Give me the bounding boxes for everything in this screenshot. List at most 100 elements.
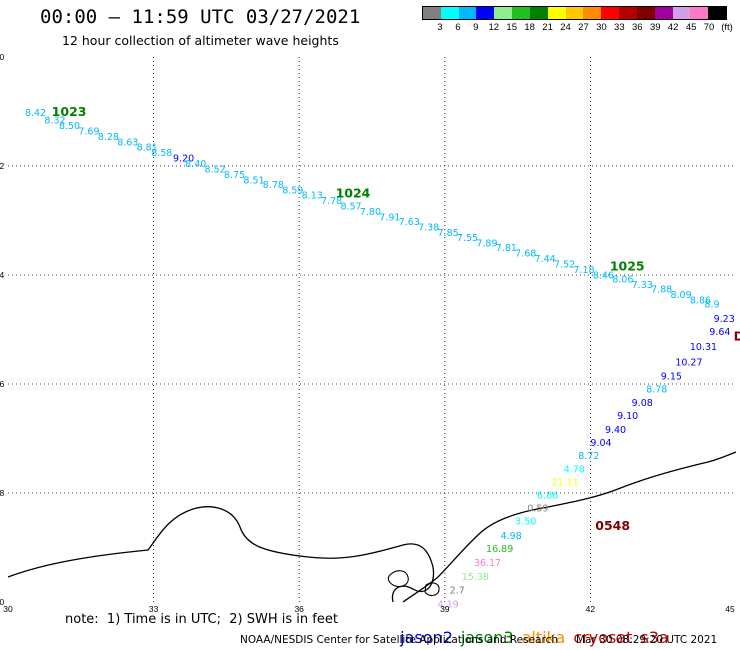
swh-readings: 8.428.328.507.698.288.638.818.58 9.208.40… [25, 108, 735, 611]
scale-label: 42 [667, 22, 679, 33]
swh-reading: 8.13 [302, 191, 323, 202]
swh-reading: 8.57 [340, 202, 361, 213]
scale-label: 27 [578, 22, 589, 33]
swh-reading: 9.40 [605, 425, 626, 436]
swh-reading: 8.78 [263, 180, 284, 191]
swh-reading: 16.89 [486, 544, 513, 555]
pass-label: 0548 [595, 518, 630, 533]
swh-reading: 10.31 [690, 342, 717, 353]
scale-swatch [512, 7, 530, 19]
swh-reading: 36.17 [474, 558, 501, 569]
swh-reading: 9.08 [632, 398, 653, 409]
scale-label: 45 [685, 22, 697, 33]
swh-reading: 7.38 [418, 222, 439, 233]
scale-swatch [708, 7, 727, 19]
credit-timestamp: Mar 30 08:29:20 UTC 2021 [576, 634, 718, 646]
scale-label: 18 [524, 22, 535, 33]
latitude-label: -64 [0, 270, 5, 280]
island-outline-small [424, 582, 440, 597]
swh-reading: 8.75 [224, 170, 245, 181]
pass-label: D [734, 328, 740, 343]
swh-reading: 7.85 [438, 228, 459, 239]
swh-reading: 6.86 [537, 490, 558, 501]
swh-reading: 7.55 [457, 233, 478, 244]
swh-reading: 9.15 [661, 372, 682, 383]
swh-reading: 3.50 [515, 517, 536, 528]
scale-swatch [690, 7, 709, 19]
map-title: 00:00 — 11:59 UTC 03/27/2021 [40, 6, 361, 28]
footer-note: note: 1) Time is in UTC; 2) SWH is in fe… [65, 612, 338, 627]
graticule [8, 57, 736, 602]
swh-reading: 7.63 [399, 217, 420, 228]
pass-labels: 1023 1024 1025 0548 D [52, 104, 740, 533]
swh-reading: 8.52 [205, 165, 226, 176]
longitude-label: 39 [440, 604, 450, 614]
longitude-label: 36 [294, 604, 304, 614]
scale-swatch [636, 7, 655, 19]
swh-reading: 8.63 [117, 137, 138, 148]
pass-label: 1023 [52, 104, 87, 119]
swh-reading: 8.78 [646, 385, 667, 396]
swh-reading: 8.42 [25, 108, 46, 119]
swh-reading: 7.52 [554, 259, 575, 270]
swh-reading: 7.33 [632, 280, 653, 291]
legend-jason2: jason2 [400, 628, 453, 647]
latitude-label: -60 [0, 52, 5, 62]
swh-reading: 7.18 [573, 265, 594, 276]
latitude-label: -62 [0, 161, 5, 171]
scale-label: 36 [631, 22, 643, 33]
scale-label: 30 [596, 22, 607, 33]
scale-swatch [423, 7, 441, 19]
swh-reading: 8.28 [98, 132, 119, 143]
legend-altika: altika [521, 628, 566, 647]
legend-s3a: s3a [640, 628, 669, 647]
swh-reading: 7.44 [535, 254, 556, 265]
color-scale-labels: 3 6 9 12 15 18 21 24 27 30 33 36 39 42 45 70 (ft) [422, 22, 740, 34]
swh-reading: 8.46 [593, 270, 614, 281]
scale-unit: (ft) [721, 22, 733, 33]
swh-reading: 7.69 [78, 126, 99, 137]
swh-reading: 4.98 [501, 531, 522, 542]
swh-reading: 8.9 [704, 300, 719, 311]
scale-label: 3 [437, 22, 443, 33]
scale-swatch [458, 7, 477, 19]
scale-label: 70 [703, 22, 715, 33]
swh-reading: 7.78 [321, 196, 342, 207]
swh-reading: 8.50 [59, 121, 80, 132]
swh-reading: 21.11 [552, 477, 579, 488]
swh-reading: 8.06 [612, 275, 633, 286]
swh-reading: 8.86 [690, 295, 711, 306]
swh-reading: 2.7 [450, 585, 465, 596]
pass-label: 1024 [336, 186, 371, 201]
scale-swatch [672, 7, 691, 19]
longitude-label: 30 [3, 604, 13, 614]
swh-reading: 7.68 [515, 248, 536, 259]
satellite-legend: jason2 jason3 altika cryosat s3a [390, 609, 677, 647]
longitude-label: 33 [148, 604, 159, 614]
swh-reading: 7.80 [360, 207, 381, 218]
swh-reading: 8.58 [151, 148, 172, 159]
island-outline [387, 570, 409, 588]
swh-reading: 9.04 [590, 438, 611, 449]
swh-reading: 9.20 [173, 154, 194, 165]
swh-reading: 8.81 [137, 143, 158, 154]
swh-reading: 9.64 [709, 327, 730, 338]
swh-reading: 15.38 [462, 572, 489, 583]
pass-label: 1025 [610, 259, 645, 274]
swh-reading: 10.27 [675, 357, 702, 368]
swh-reading: 4.78 [564, 464, 585, 475]
scale-swatch [476, 7, 495, 19]
swh-reading: 7.81 [496, 243, 517, 254]
scale-label: 24 [560, 22, 571, 33]
swh-reading: 8.40 [185, 159, 206, 170]
swh-reading: 7.89 [476, 239, 497, 250]
swh-reading: 4.19 [438, 599, 459, 610]
scale-swatch [654, 7, 673, 19]
swh-reading: 8.72 [578, 451, 599, 462]
swh-reading: 8.59 [282, 185, 303, 196]
swh-reading: 9.23 [714, 314, 735, 325]
latitude-label: -68 [0, 488, 5, 498]
swh-reading: 8.32 [44, 115, 65, 126]
legend-cryosat: cryosat [573, 628, 633, 647]
